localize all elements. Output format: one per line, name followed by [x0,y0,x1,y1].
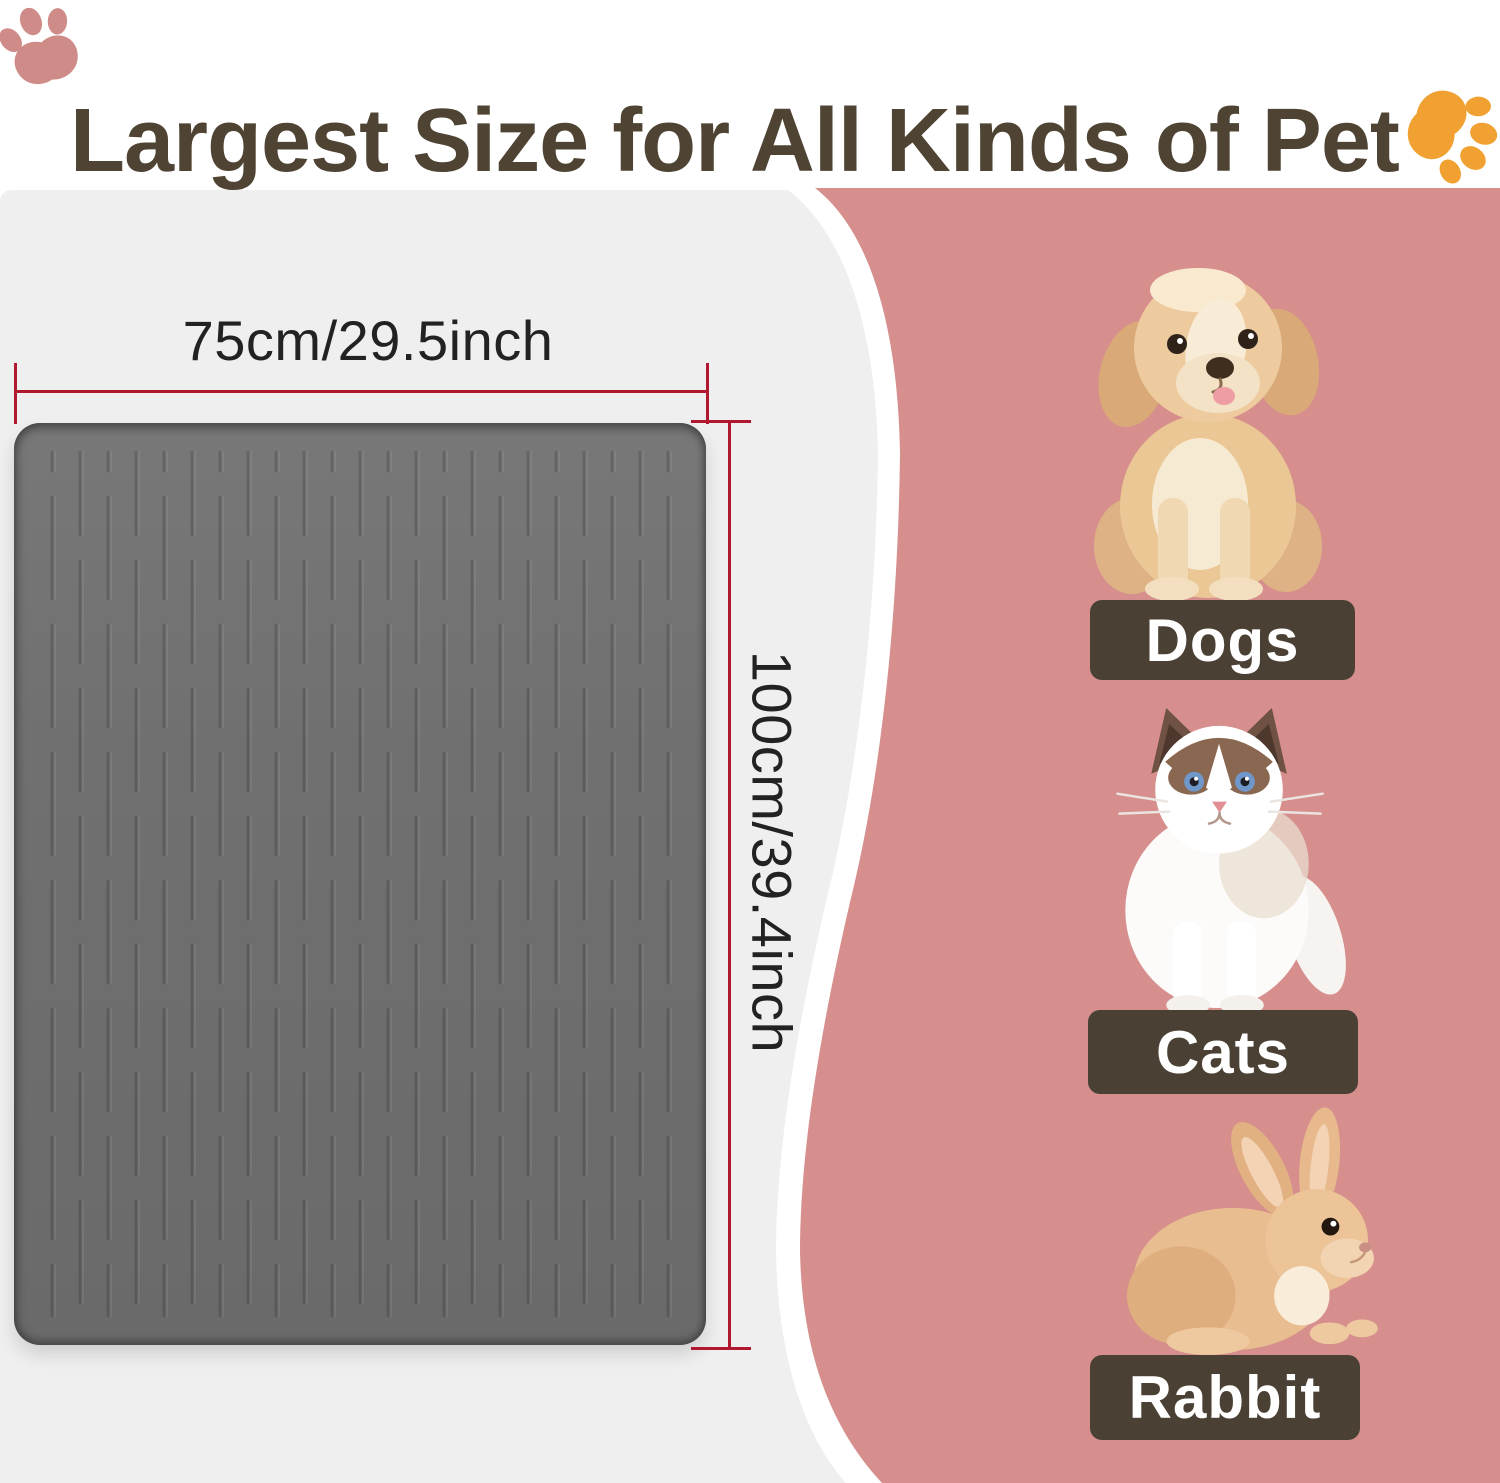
rabbit-label-text: Rabbit [1128,1364,1322,1431]
paw-print-icon-orange [1407,90,1498,184]
mat-texture [44,451,676,1317]
height-dimension-tick-bottom [691,1347,751,1350]
width-dimension-line [16,390,708,393]
pet-mat-product [14,423,706,1345]
dog-photo [1094,268,1322,601]
dog-label: Dogs [1090,600,1355,680]
page-title: Largest Size for All Kinds of Pet [70,91,1400,192]
paw-print-icon-pink [0,7,78,85]
dog-label-text: Dogs [1145,606,1300,674]
width-dimension-tick-left [14,363,17,424]
cat-label: Cats [1088,1010,1358,1094]
width-dimension-tick-right [706,363,709,424]
rabbit-label: Rabbit [1090,1355,1360,1440]
height-dimension-label: 100cm/39.4inch [740,650,804,1054]
rabbit-photo [1126,1107,1378,1356]
cat-photo [1116,707,1346,1015]
height-dimension-tick-top [691,420,751,423]
cat-label-text: Cats [1155,1018,1291,1086]
width-dimension-label: 75cm/29.5inch [182,309,554,372]
height-dimension-line [728,422,731,1350]
